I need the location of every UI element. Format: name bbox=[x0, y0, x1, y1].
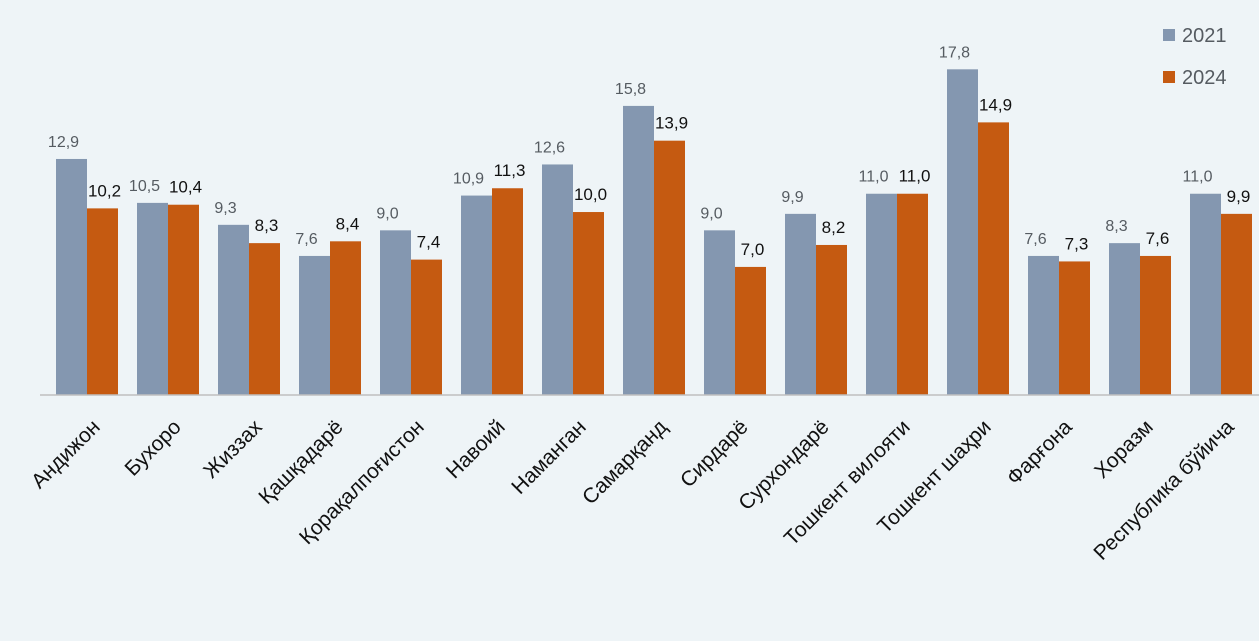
legend-label-2024: 2024 bbox=[1182, 67, 1227, 89]
value-label-2024-8: 7,0 bbox=[741, 240, 765, 259]
category-label-1: Бухоро bbox=[121, 415, 186, 480]
bars-layer bbox=[56, 69, 1252, 396]
value-label-2024-6: 10,0 bbox=[574, 185, 607, 204]
value-label-2021-8: 9,0 bbox=[700, 205, 722, 222]
category-label-13: Хоразм bbox=[1090, 415, 1158, 483]
value-label-2024-3: 8,4 bbox=[336, 214, 360, 233]
category-label-6: Наманган bbox=[507, 415, 590, 498]
category-label-2: Жиззах bbox=[199, 415, 267, 483]
value-label-2021-6: 12,6 bbox=[534, 139, 565, 156]
value-label-2021-9: 9,9 bbox=[781, 189, 803, 206]
bar-2021-13 bbox=[1109, 243, 1140, 395]
bar-2021-7 bbox=[623, 105, 654, 396]
value-label-2024-11: 14,9 bbox=[979, 95, 1012, 114]
bar-2024-6 bbox=[573, 212, 604, 395]
bar-2024-12 bbox=[1059, 261, 1090, 395]
bar-2021-6 bbox=[542, 164, 573, 395]
bar-2021-4 bbox=[380, 230, 411, 395]
bar-2021-12 bbox=[1028, 255, 1059, 395]
value-label-2024-2: 8,3 bbox=[255, 216, 279, 235]
bar-2021-2 bbox=[218, 224, 249, 395]
bar-2021-0 bbox=[56, 158, 87, 395]
value-label-2024-14: 9,9 bbox=[1227, 187, 1251, 206]
bar-2024-8 bbox=[735, 266, 766, 395]
value-label-2021-12: 7,6 bbox=[1024, 231, 1046, 248]
bar-2024-5 bbox=[492, 188, 523, 395]
value-label-2024-7: 13,9 bbox=[655, 114, 688, 133]
bar-2024-11 bbox=[978, 122, 1009, 395]
value-label-2021-10: 11,0 bbox=[859, 169, 889, 186]
bar-2024-0 bbox=[87, 208, 118, 395]
bar-2024-3 bbox=[330, 241, 361, 395]
bar-2021-1 bbox=[137, 202, 168, 395]
bar-2021-14 bbox=[1190, 193, 1221, 395]
category-labels-layer: Андижон Бухоро ЖиззахҚашқадарёҚорақалпоғис… bbox=[27, 415, 1239, 565]
value-label-2024-13: 7,6 bbox=[1146, 229, 1170, 248]
value-label-2024-5: 11,3 bbox=[494, 161, 526, 180]
category-label-5: Навоий bbox=[442, 415, 510, 483]
value-label-2021-4: 9,0 bbox=[376, 205, 398, 222]
legend-swatch-2024 bbox=[1163, 71, 1175, 83]
value-label-2021-0: 12,9 bbox=[48, 134, 79, 151]
value-label-2021-5: 10,9 bbox=[453, 171, 484, 188]
legend: 2021 2024 bbox=[1163, 25, 1227, 89]
bar-2021-9 bbox=[785, 213, 816, 395]
category-label-12: Фарғона bbox=[1003, 415, 1077, 489]
bar-2024-1 bbox=[168, 204, 199, 395]
bar-2021-10 bbox=[866, 193, 897, 395]
bar-2021-11 bbox=[947, 69, 978, 396]
value-label-2021-14: 11,0 bbox=[1183, 169, 1213, 186]
legend-swatch-2021 bbox=[1163, 29, 1175, 41]
bar-2024-9 bbox=[816, 244, 847, 395]
bar-2024-7 bbox=[654, 140, 685, 395]
value-label-2024-10: 11,0 bbox=[899, 167, 931, 186]
bar-2021-8 bbox=[704, 230, 735, 395]
value-labels-layer: 12,9 10,2 10,5 10,4 9,3 8,3 7,6 8,4 9,0 7,4 10,9 11… bbox=[48, 44, 1250, 259]
value-label-2024-1: 10,4 bbox=[169, 178, 202, 197]
bar-2024-4 bbox=[411, 259, 442, 395]
value-label-2021-3: 7,6 bbox=[295, 231, 317, 248]
category-label-8: Сирдарё bbox=[676, 415, 753, 492]
value-label-2024-9: 8,2 bbox=[822, 218, 846, 237]
bar-2021-5 bbox=[461, 195, 492, 395]
category-label-14: Республика бўйича bbox=[1089, 415, 1239, 565]
bar-2021-3 bbox=[299, 255, 330, 395]
category-label-7: Самарқанд bbox=[578, 415, 672, 509]
bar-2024-2 bbox=[249, 243, 280, 395]
bar-2024-13 bbox=[1140, 255, 1171, 395]
value-label-2021-11: 17,8 bbox=[939, 44, 970, 61]
value-label-2024-4: 7,4 bbox=[417, 233, 441, 252]
value-label-2021-7: 15,8 bbox=[615, 81, 646, 98]
value-label-2024-0: 10,2 bbox=[88, 181, 121, 200]
value-label-2021-13: 8,3 bbox=[1105, 218, 1127, 235]
value-label-2021-1: 10,5 bbox=[129, 178, 160, 195]
value-label-2024-12: 7,3 bbox=[1065, 234, 1089, 253]
category-label-0: Андижон bbox=[27, 415, 105, 493]
bar-2024-10 bbox=[897, 193, 928, 395]
bar-2024-14 bbox=[1221, 213, 1252, 395]
legend-label-2021: 2021 bbox=[1182, 25, 1227, 47]
value-label-2021-2: 9,3 bbox=[214, 200, 236, 217]
